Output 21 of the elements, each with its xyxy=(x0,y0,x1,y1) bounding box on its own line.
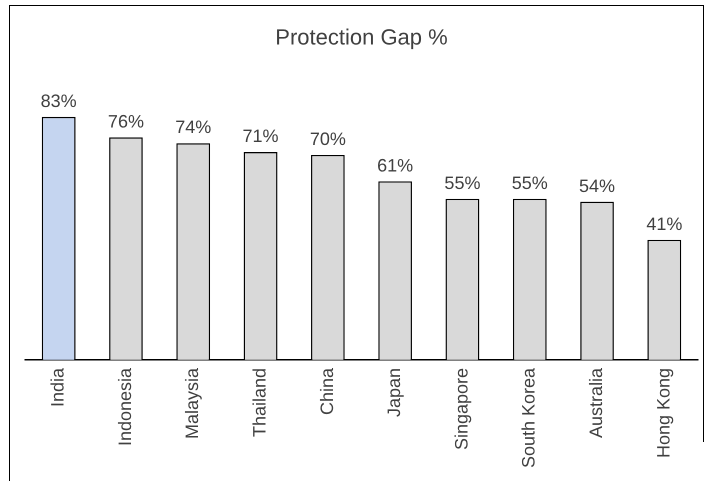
data-label: 71% xyxy=(242,126,279,146)
data-label: 55% xyxy=(512,172,548,193)
x-tick-label: India xyxy=(48,366,68,407)
data-label: 76% xyxy=(108,111,144,132)
chart-title: Protection Gap % xyxy=(275,24,448,50)
data-label: 61% xyxy=(377,155,414,176)
x-tick-label: Australia xyxy=(586,366,606,438)
data-label: 70% xyxy=(310,128,346,149)
x-tick-label: Indonesia xyxy=(114,366,135,446)
data-label: 55% xyxy=(444,172,480,193)
data-label: 41% xyxy=(646,214,682,234)
x-tick-label: Thailand xyxy=(250,368,270,437)
x-tick-label: Singapore xyxy=(451,368,472,450)
x-tick-label: Japan xyxy=(384,368,404,417)
x-tick-label: South Korea xyxy=(518,366,539,468)
x-tick-label: Hong Kong xyxy=(653,368,674,458)
data-label: 54% xyxy=(579,176,616,196)
data-label: 74% xyxy=(175,117,212,138)
x-tick-label: China xyxy=(316,366,337,415)
data-label: 83% xyxy=(40,90,77,111)
x-tick-label: Malaysia xyxy=(182,366,202,439)
